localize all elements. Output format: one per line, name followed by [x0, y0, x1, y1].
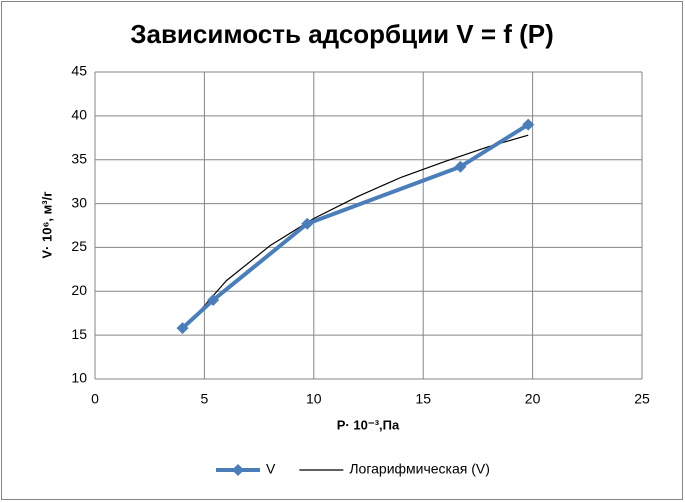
x-tick-label: 15 — [415, 391, 431, 407]
y-tick-label: 35 — [71, 150, 87, 166]
chart-title: Зависимость адсорбции V = f (P) — [130, 19, 554, 49]
y-tick-label: 40 — [71, 107, 87, 123]
x-tick-label: 25 — [634, 391, 650, 407]
y-tick-label: 15 — [71, 326, 87, 342]
y-tick-label: 10 — [71, 370, 87, 386]
y-tick-label: 20 — [71, 282, 87, 298]
x-tick-label: 0 — [91, 391, 99, 407]
legend-marker — [232, 464, 244, 476]
y-tick-label: 45 — [71, 63, 87, 79]
marker — [301, 217, 314, 230]
legend-label: Логарифмическая (V) — [349, 461, 490, 477]
y-axis-label: V· 10⁶, м³/г — [39, 191, 54, 259]
x-tick-label: 20 — [525, 391, 541, 407]
x-axis-label: P· 10⁻³,Па — [337, 417, 400, 432]
series-line — [182, 134, 529, 332]
x-tick-label: 10 — [306, 391, 322, 407]
marker — [454, 160, 467, 173]
legend-label: V — [266, 461, 276, 477]
marker — [207, 294, 220, 307]
marker — [522, 118, 535, 131]
y-tick-label: 25 — [71, 238, 87, 254]
marker — [176, 322, 189, 335]
x-tick-label: 5 — [201, 391, 209, 407]
y-tick-label: 30 — [71, 194, 87, 210]
